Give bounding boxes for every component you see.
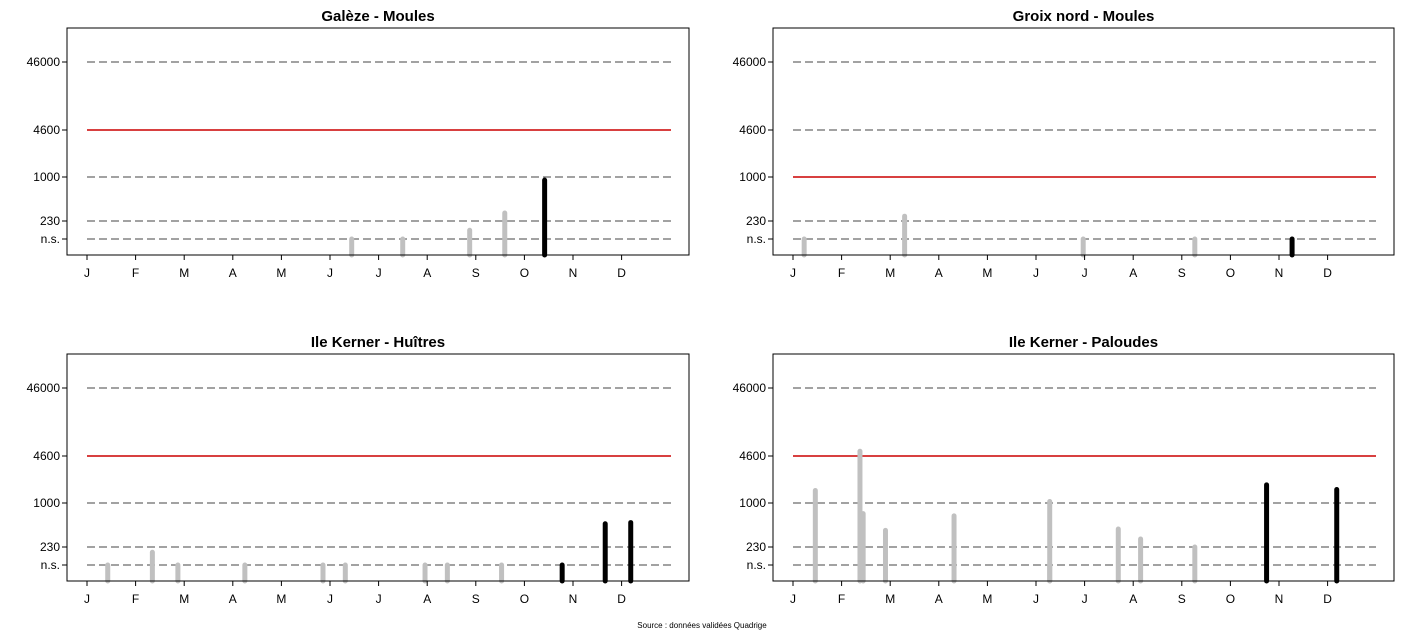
- x-tick-label: J: [790, 266, 796, 280]
- x-tick-label: A: [935, 592, 943, 606]
- chart-title: Galèze - Moules: [321, 8, 434, 25]
- y-tick-label: n.s.: [747, 558, 766, 572]
- x-tick-label: M: [276, 592, 286, 606]
- x-tick-label: J: [327, 266, 333, 280]
- y-tick-label: 1000: [739, 496, 766, 510]
- x-tick-label: A: [423, 266, 431, 280]
- x-tick-label: F: [132, 266, 139, 280]
- plot-frame: [772, 353, 1395, 582]
- x-tick-label: D: [1323, 592, 1332, 606]
- x-tick-label: O: [1226, 592, 1235, 606]
- x-tick-label: A: [1129, 266, 1137, 280]
- x-tick-label: A: [935, 266, 943, 280]
- x-tick-label: M: [982, 592, 992, 606]
- x-tick-label: S: [472, 266, 480, 280]
- x-tick-label: N: [569, 266, 578, 280]
- x-tick-label: J: [376, 266, 382, 280]
- y-tick-label: 46000: [27, 381, 61, 395]
- x-tick-label: F: [838, 592, 845, 606]
- x-tick-label: M: [276, 266, 286, 280]
- y-tick-label: 230: [40, 214, 60, 228]
- x-tick-label: O: [520, 266, 529, 280]
- source-note: Source : données validées Quadrige: [637, 621, 767, 630]
- x-tick-label: A: [229, 592, 237, 606]
- y-tick-label: 4600: [33, 449, 60, 463]
- y-tick-label: 4600: [739, 123, 766, 137]
- chart-title: Groix nord - Moules: [1013, 8, 1155, 25]
- x-tick-label: M: [179, 592, 189, 606]
- y-tick-label: n.s.: [41, 558, 60, 572]
- x-tick-label: N: [1275, 592, 1284, 606]
- x-tick-label: S: [1178, 592, 1186, 606]
- x-tick-label: M: [885, 592, 895, 606]
- x-tick-label: D: [617, 592, 626, 606]
- y-tick-label: 230: [40, 540, 60, 554]
- x-tick-label: A: [423, 592, 431, 606]
- x-tick-label: D: [1323, 266, 1332, 280]
- y-tick-label: 4600: [33, 123, 60, 137]
- x-tick-label: M: [179, 266, 189, 280]
- x-tick-label: J: [327, 592, 333, 606]
- x-tick-label: J: [790, 592, 796, 606]
- x-tick-label: F: [838, 266, 845, 280]
- x-tick-label: J: [1082, 592, 1088, 606]
- y-tick-label: n.s.: [747, 232, 766, 246]
- x-tick-label: O: [1226, 266, 1235, 280]
- y-tick-label: 1000: [33, 496, 60, 510]
- x-tick-label: F: [132, 592, 139, 606]
- y-tick-label: 230: [746, 540, 766, 554]
- plot-frame: [66, 353, 690, 582]
- y-tick-label: 46000: [733, 381, 767, 395]
- y-tick-label: 4600: [739, 449, 766, 463]
- x-tick-label: O: [520, 592, 529, 606]
- x-tick-label: J: [1082, 266, 1088, 280]
- x-tick-label: M: [982, 266, 992, 280]
- y-tick-label: 46000: [27, 55, 61, 69]
- x-tick-label: S: [472, 592, 480, 606]
- y-tick-label: 230: [746, 214, 766, 228]
- x-tick-label: N: [569, 592, 578, 606]
- x-tick-label: J: [1033, 266, 1039, 280]
- x-tick-label: N: [1275, 266, 1284, 280]
- x-tick-label: D: [617, 266, 626, 280]
- x-tick-label: J: [84, 266, 90, 280]
- y-tick-label: n.s.: [41, 232, 60, 246]
- y-tick-label: 1000: [33, 170, 60, 184]
- x-tick-label: A: [1129, 592, 1137, 606]
- chart-panel-4: Ile Kerner - Paloudes 46000 4600 1000 230 n.s…: [733, 334, 1395, 606]
- y-tick-label: 1000: [739, 170, 766, 184]
- x-tick-label: A: [229, 266, 237, 280]
- x-tick-label: J: [1033, 592, 1039, 606]
- chart-title: Ile Kerner - Paloudes: [1009, 334, 1158, 351]
- x-tick-label: J: [84, 592, 90, 606]
- y-tick-label: 46000: [733, 55, 767, 69]
- chart-panel-3: Ile Kerner - Huîtres 46000 4600 1000 230 n.s.…: [27, 334, 690, 606]
- plot-frame: [772, 27, 1395, 256]
- x-tick-label: J: [376, 592, 382, 606]
- chart-panel-2: Groix nord - Moules 46000 4600 1000 230 n.s. J…: [733, 8, 1395, 280]
- x-tick-label: M: [885, 266, 895, 280]
- chart-title: Ile Kerner - Huîtres: [311, 334, 445, 351]
- plot-frame: [66, 27, 690, 256]
- x-tick-label: S: [1178, 266, 1186, 280]
- chart-panel-1: Galèze - Moules 46000 4600 1000 230 n.s. J F M A M…: [27, 8, 690, 280]
